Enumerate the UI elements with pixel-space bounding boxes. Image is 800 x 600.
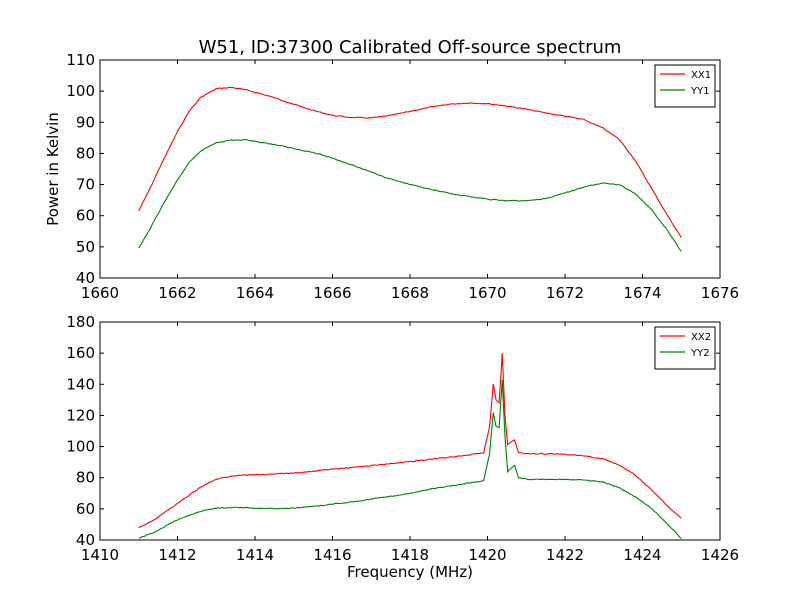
x-tick-label: 1418 — [391, 546, 429, 564]
y-tick-label: 100 — [66, 82, 95, 100]
y-tick-label: 80 — [76, 469, 95, 487]
x-tick-label: 1676 — [701, 284, 739, 302]
y-tick-label: 60 — [76, 207, 95, 225]
y-tick-label: 100 — [66, 438, 95, 456]
x-tick-label: 1414 — [236, 546, 274, 564]
legend-box — [654, 64, 716, 108]
series-line-xx2 — [138, 353, 682, 529]
y-tick-label: 140 — [66, 375, 95, 393]
series-line-xx1 — [138, 86, 682, 238]
series-line-yy1 — [138, 139, 682, 252]
x-tick-label: 1424 — [623, 546, 661, 564]
x-axis-label: Frequency (MHz) — [347, 563, 473, 581]
y-tick-label: 40 — [76, 269, 95, 287]
x-tick-label: 1672 — [546, 284, 584, 302]
series-line-yy2 — [138, 379, 682, 539]
legend-label: YY2 — [690, 348, 710, 359]
x-tick-label: 1662 — [158, 284, 196, 302]
y-tick-label: 120 — [66, 406, 95, 424]
figure-title: W51, ID:37300 Calibrated Off-source spec… — [199, 37, 622, 58]
x-tick-label: 1666 — [313, 284, 351, 302]
x-tick-label: 1420 — [468, 546, 506, 564]
x-tick-label: 1416 — [313, 546, 351, 564]
legend-label: XX2 — [691, 332, 711, 343]
y-tick-label: 70 — [76, 176, 95, 194]
x-tick-label: 1670 — [468, 284, 506, 302]
y-tick-label: 50 — [76, 238, 95, 256]
legend-label: YY1 — [690, 86, 710, 97]
y-tick-label: 110 — [66, 51, 95, 69]
x-tick-label: 1426 — [701, 546, 739, 564]
top-subplot: 1660 1662 1664 1666 1668 1670 1672 1674 1676 40 50… — [44, 51, 739, 302]
y-tick-label: 180 — [66, 313, 95, 331]
x-tick-label: 1410 — [81, 546, 119, 564]
x-tick-label: 1664 — [236, 284, 274, 302]
y-tick-label: 160 — [66, 344, 95, 362]
x-tick-label: 1422 — [546, 546, 584, 564]
legend-label: XX1 — [691, 70, 711, 81]
x-tick-label: 1660 — [81, 284, 119, 302]
bottom-subplot: 1410 1412 1414 1416 1418 1420 1422 1424 1426 40 60… — [66, 313, 739, 581]
y-tick-label: 90 — [76, 113, 95, 131]
y-axis-label: Power in Kelvin — [44, 112, 62, 226]
legend-box — [654, 326, 716, 370]
x-tick-label: 1674 — [623, 284, 661, 302]
y-tick-label: 80 — [76, 144, 95, 162]
y-tick-label: 40 — [76, 531, 95, 549]
x-tick-label: 1668 — [391, 284, 429, 302]
x-tick-label: 1412 — [158, 546, 196, 564]
y-tick-label: 60 — [76, 500, 95, 518]
